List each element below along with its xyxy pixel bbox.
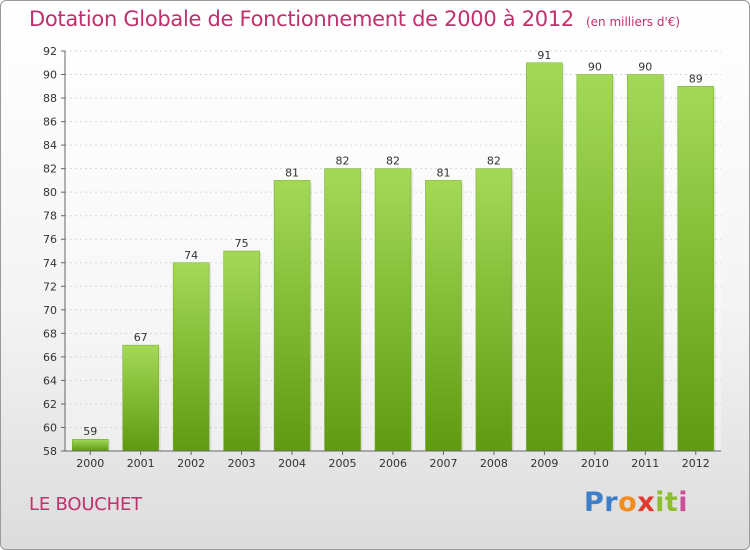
chart-title: Dotation Globale de Fonctionnement de 20…	[29, 7, 574, 31]
data-label: 67	[134, 331, 148, 344]
bar-2006	[374, 168, 412, 452]
bar-2009	[526, 62, 563, 452]
x-tick-label: 2010	[581, 457, 609, 470]
x-tick-label: 2005	[329, 457, 357, 470]
y-tick-label: 90	[43, 69, 57, 82]
y-tick-label: 86	[43, 116, 57, 129]
y-tick-label: 64	[43, 374, 57, 387]
data-label: 74	[184, 249, 198, 262]
logo-letter: o	[618, 487, 638, 518]
logo-letter: i	[678, 487, 689, 518]
data-label: 59	[83, 425, 97, 438]
logo-letter: i	[655, 487, 665, 518]
y-tick-label: 92	[43, 45, 57, 58]
y-tick-label: 72	[43, 280, 57, 293]
x-tick-label: 2006	[379, 457, 407, 470]
place-name: LE BOUCHET	[29, 494, 142, 515]
y-tick-label: 80	[43, 186, 57, 199]
bar-2004	[273, 180, 311, 452]
bar-2012	[677, 86, 715, 452]
bar-2010	[576, 74, 614, 452]
chart-title-block: Dotation Globale de Fonctionnement de 20…	[29, 7, 680, 31]
logo-letter: t	[664, 487, 679, 518]
x-tick-label: 2012	[682, 457, 710, 470]
x-tick-label: 2003	[228, 457, 256, 470]
bar-2001	[122, 344, 159, 452]
data-label: 91	[537, 49, 551, 62]
logo-letter: r	[604, 487, 619, 518]
data-label: 81	[436, 166, 450, 179]
data-label: 90	[638, 61, 652, 74]
data-label: 81	[285, 166, 299, 179]
x-tick-label: 2000	[76, 457, 104, 470]
y-tick-label: 74	[43, 257, 57, 270]
data-label: 90	[588, 61, 602, 74]
y-tick-label: 76	[43, 233, 57, 246]
y-tick-label: 62	[43, 398, 57, 411]
bar-2008	[475, 168, 513, 452]
x-tick-label: 2007	[429, 457, 457, 470]
x-tick-label: 2002	[177, 457, 205, 470]
y-tick-label: 68	[43, 327, 57, 340]
data-label: 82	[386, 155, 400, 168]
y-tick-label: 82	[43, 163, 57, 176]
x-tick-label: 2008	[480, 457, 508, 470]
data-label: 75	[235, 237, 249, 250]
logo-letter: P	[584, 487, 605, 518]
data-label: 82	[336, 155, 350, 168]
bar-2002	[172, 262, 210, 452]
chart-unit-note: (en milliers d'€)	[585, 15, 681, 29]
y-tick-label: 60	[43, 421, 57, 434]
y-tick-label: 84	[43, 139, 57, 152]
proxiti-logo: Proxiti	[584, 487, 688, 518]
x-tick-label: 2004	[278, 457, 306, 470]
data-label: 89	[689, 72, 703, 85]
bar-2011	[627, 74, 664, 452]
y-tick-label: 66	[43, 351, 57, 364]
y-tick-label: 78	[43, 210, 57, 223]
bar-2007	[425, 180, 462, 452]
bar-2003	[223, 250, 260, 452]
bar-2005	[324, 168, 361, 452]
y-tick-label: 88	[43, 92, 57, 105]
x-tick-label: 2001	[127, 457, 155, 470]
x-tick-label: 2011	[631, 457, 659, 470]
data-label: 82	[487, 155, 501, 168]
bar-2000	[71, 438, 109, 452]
logo-letter: x	[637, 487, 656, 518]
y-tick-label: 70	[43, 304, 57, 317]
y-tick-label: 58	[43, 445, 57, 458]
x-tick-label: 2009	[530, 457, 558, 470]
